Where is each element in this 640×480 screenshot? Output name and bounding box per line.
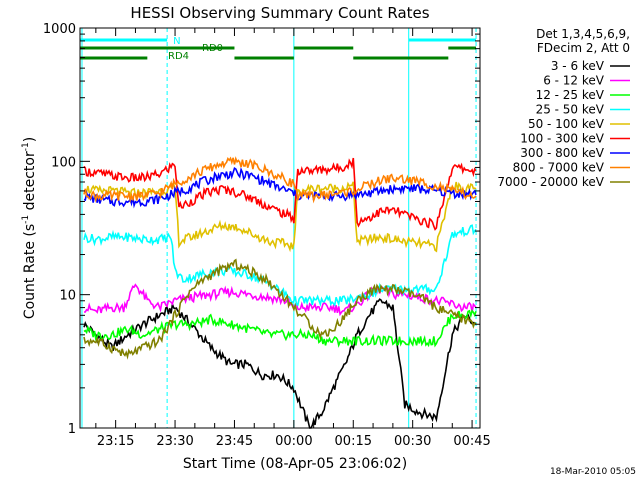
y-tick-label-0: 1 xyxy=(68,422,76,437)
y-axis-label-sup1: -1 xyxy=(21,215,31,224)
series-line-6 xyxy=(83,166,477,209)
x-tick-label-1: 23:30 xyxy=(156,434,193,449)
legend-label-8: 7000 - 20000 keV xyxy=(497,175,604,189)
legend: Det 1,3,4,5,6,9, FDecim 2, Att 0 3 - 6 k… xyxy=(497,27,630,189)
legend-label-3: 25 - 50 keV xyxy=(536,103,605,117)
series-line-4 xyxy=(83,181,477,253)
y-axis-label: Count Rate (s-1 detector-1) xyxy=(21,137,38,319)
x-tick-label-6: 00:45 xyxy=(453,434,490,449)
flag-label-2: RD4 xyxy=(168,51,189,62)
series-line-8 xyxy=(83,258,477,360)
x-tick-label-4: 00:15 xyxy=(335,434,372,449)
series-line-7 xyxy=(83,156,477,204)
x-axis-label: Start Time (08-Apr-05 23:06:02) xyxy=(183,456,407,472)
flag-label-0: N xyxy=(173,36,180,47)
legend-label-4: 50 - 100 keV xyxy=(528,117,605,131)
flag-label-1: RD0 xyxy=(202,43,223,54)
legend-label-7: 800 - 7000 keV xyxy=(513,161,605,175)
y-axis-label-sup2: -1 xyxy=(21,142,31,151)
y-axis-label-main: Count Rate (s xyxy=(22,224,38,319)
legend-header-line2: FDecim 2, Att 0 xyxy=(537,41,630,55)
y-axis-label-mid: detector xyxy=(22,151,38,215)
series-line-5 xyxy=(83,157,477,231)
plot-frame xyxy=(79,27,481,429)
x-tick-label-3: 00:00 xyxy=(275,434,312,449)
y-tick-label-2: 100 xyxy=(51,155,76,170)
x-axis: 23:15 23:30 23:45 00:00 00:15 00:30 00:45 xyxy=(95,28,491,449)
x-tick-label-5: 00:30 xyxy=(394,434,431,449)
legend-label-6: 300 - 800 keV xyxy=(520,146,604,160)
legend-header-line1: Det 1,3,4,5,6,9, xyxy=(536,27,630,41)
legend-label-1: 6 - 12 keV xyxy=(543,74,605,88)
series-line-0 xyxy=(83,298,477,429)
footer-timestamp: 18-Mar-2010 05:05 xyxy=(550,467,636,477)
plot-area: N RD0 RD4 xyxy=(80,28,477,429)
series-line-1 xyxy=(84,283,477,317)
legend-label-2: 12 - 25 keV xyxy=(536,88,605,102)
legend-label-0: 3 - 6 keV xyxy=(551,59,605,73)
legend-label-5: 100 - 300 keV xyxy=(520,132,604,146)
chart-title: HESSI Observing Summary Count Rates xyxy=(130,4,429,22)
x-tick-label-0: 23:15 xyxy=(97,434,134,449)
series-line-2 xyxy=(83,309,477,348)
y-tick-label-3: 1000 xyxy=(43,22,76,37)
y-tick-label-1: 10 xyxy=(59,289,76,304)
x-tick-label-2: 23:45 xyxy=(216,434,253,449)
y-axis-label-end: ) xyxy=(22,137,38,142)
y-axis: 1 10 100 1000 xyxy=(43,22,480,437)
